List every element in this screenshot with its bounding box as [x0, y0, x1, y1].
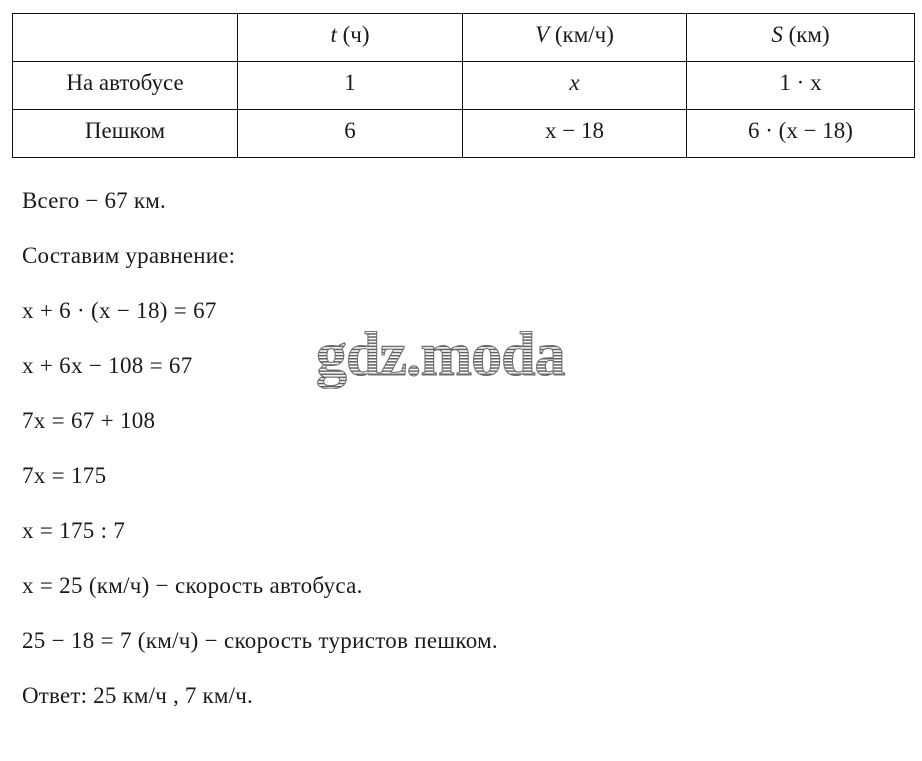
table-header-row: t (ч) V (км/ч) S (км)	[12, 13, 915, 62]
header-unit-t-value: (ч)	[342, 22, 370, 47]
cell-bus-speed: x	[462, 61, 687, 110]
header-cell-blank	[12, 13, 238, 62]
solution-line-answer: Ответ: 25 км/ч , 7 км/ч.	[22, 681, 902, 736]
cell-walk-speed: x − 18	[462, 109, 687, 158]
solution-line-result-walk-text: 25 − 18 = 7 (км/ч) − скорость туристов п…	[22, 628, 498, 653]
solution-line-equation-5-text: x = 175 : 7	[22, 518, 126, 543]
cell-bus-distance-text: 1 · x	[779, 70, 822, 95]
header-variable-t: t	[330, 22, 337, 47]
cell-bus-time: 1	[237, 61, 463, 110]
cell-walk-speed-text: x − 18	[545, 118, 604, 143]
solution-line-setup-text: Составим уравнение:	[22, 243, 236, 268]
solution-line-total-text: Всего − 67 км.	[22, 188, 166, 213]
solution-line-result-bus-text: x = 25 (км/ч) − скорость автобуса.	[22, 573, 363, 598]
solution-line-total: Всего − 67 км.	[22, 186, 902, 241]
solution-line-equation-1-text: x + 6 · (x − 18) = 67	[22, 298, 217, 323]
cell-bus-distance: 1 · x	[686, 61, 915, 110]
cell-walk-distance: 6 · (x − 18)	[686, 109, 915, 158]
table-row: Пешком 6 x − 18 6 · (x − 18)	[12, 109, 915, 158]
cell-walk-time: 6	[237, 109, 463, 158]
table-row: На автобусе 1 x 1 · x	[12, 61, 915, 110]
solution-line-result-bus: x = 25 (км/ч) − скорость автобуса.	[22, 571, 902, 626]
solution-line-equation-2: x + 6x − 108 = 67	[22, 351, 902, 406]
header-cell-distance: S (км)	[686, 13, 915, 62]
solution-line-equation-3: 7x = 67 + 108	[22, 406, 902, 461]
header-unit-v-value: (км/ч)	[554, 22, 614, 47]
solution-line-answer-text: Ответ: 25 км/ч , 7 км/ч.	[22, 683, 253, 708]
solution-line-equation-2-text: x + 6x − 108 = 67	[22, 353, 193, 378]
solution-line-equation-4: 7x = 175	[22, 461, 902, 516]
header-variable-v: V	[535, 22, 550, 47]
solution-line-setup: Составим уравнение:	[22, 241, 902, 296]
solution-body: Всего − 67 км. Составим уравнение: x + 6…	[22, 186, 902, 736]
cell-walk-distance-text: 6 · (x − 18)	[748, 118, 853, 143]
solution-table: t (ч) V (км/ч) S (км) На автобусе 1 x 1 …	[12, 13, 915, 158]
header-unit-s-value: (км)	[788, 22, 830, 47]
solution-line-equation-4-text: 7x = 175	[22, 463, 107, 488]
solution-line-result-walk: 25 − 18 = 7 (км/ч) − скорость туристов п…	[22, 626, 902, 681]
header-cell-time: t (ч)	[237, 13, 463, 62]
solution-line-equation-5: x = 175 : 7	[22, 516, 902, 571]
header-cell-speed: V (км/ч)	[462, 13, 687, 62]
header-variable-s: S	[771, 22, 783, 47]
solution-line-equation-3-text: 7x = 67 + 108	[22, 408, 156, 433]
row-label-walk: Пешком	[12, 109, 238, 158]
row-label-bus: На автобусе	[12, 61, 238, 110]
solution-line-equation-1: x + 6 · (x − 18) = 67	[22, 296, 902, 351]
